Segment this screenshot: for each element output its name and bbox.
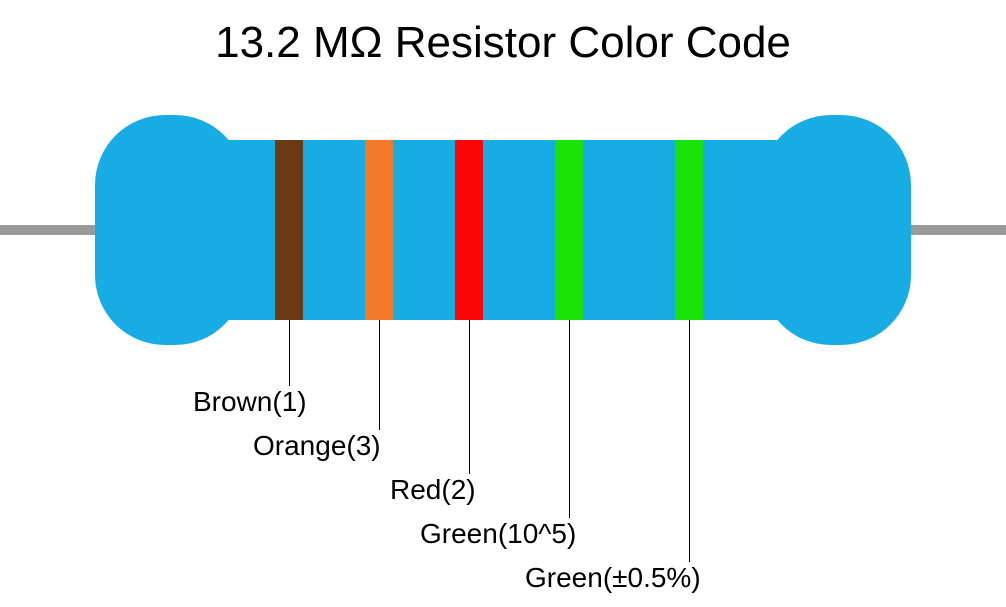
page-title: 13.2 MΩ Resistor Color Code — [0, 18, 1006, 68]
color-band-band1 — [275, 140, 303, 320]
label-leader-line — [289, 320, 290, 386]
band-label: Green(±0.5%) — [525, 562, 701, 594]
label-leader-line — [379, 320, 380, 430]
resistor-diagram — [0, 100, 1006, 360]
color-band-band4 — [555, 140, 583, 320]
color-band-band2 — [365, 140, 393, 320]
band-label: Red(2) — [390, 474, 476, 506]
band-label: Orange(3) — [253, 430, 381, 462]
color-band-band5 — [675, 140, 703, 320]
label-leader-line — [569, 320, 570, 518]
label-leader-line — [469, 320, 470, 474]
label-leader-line — [689, 320, 690, 562]
band-label: Brown(1) — [193, 386, 307, 418]
color-band-band3 — [455, 140, 483, 320]
band-label: Green(10^5) — [420, 518, 576, 550]
